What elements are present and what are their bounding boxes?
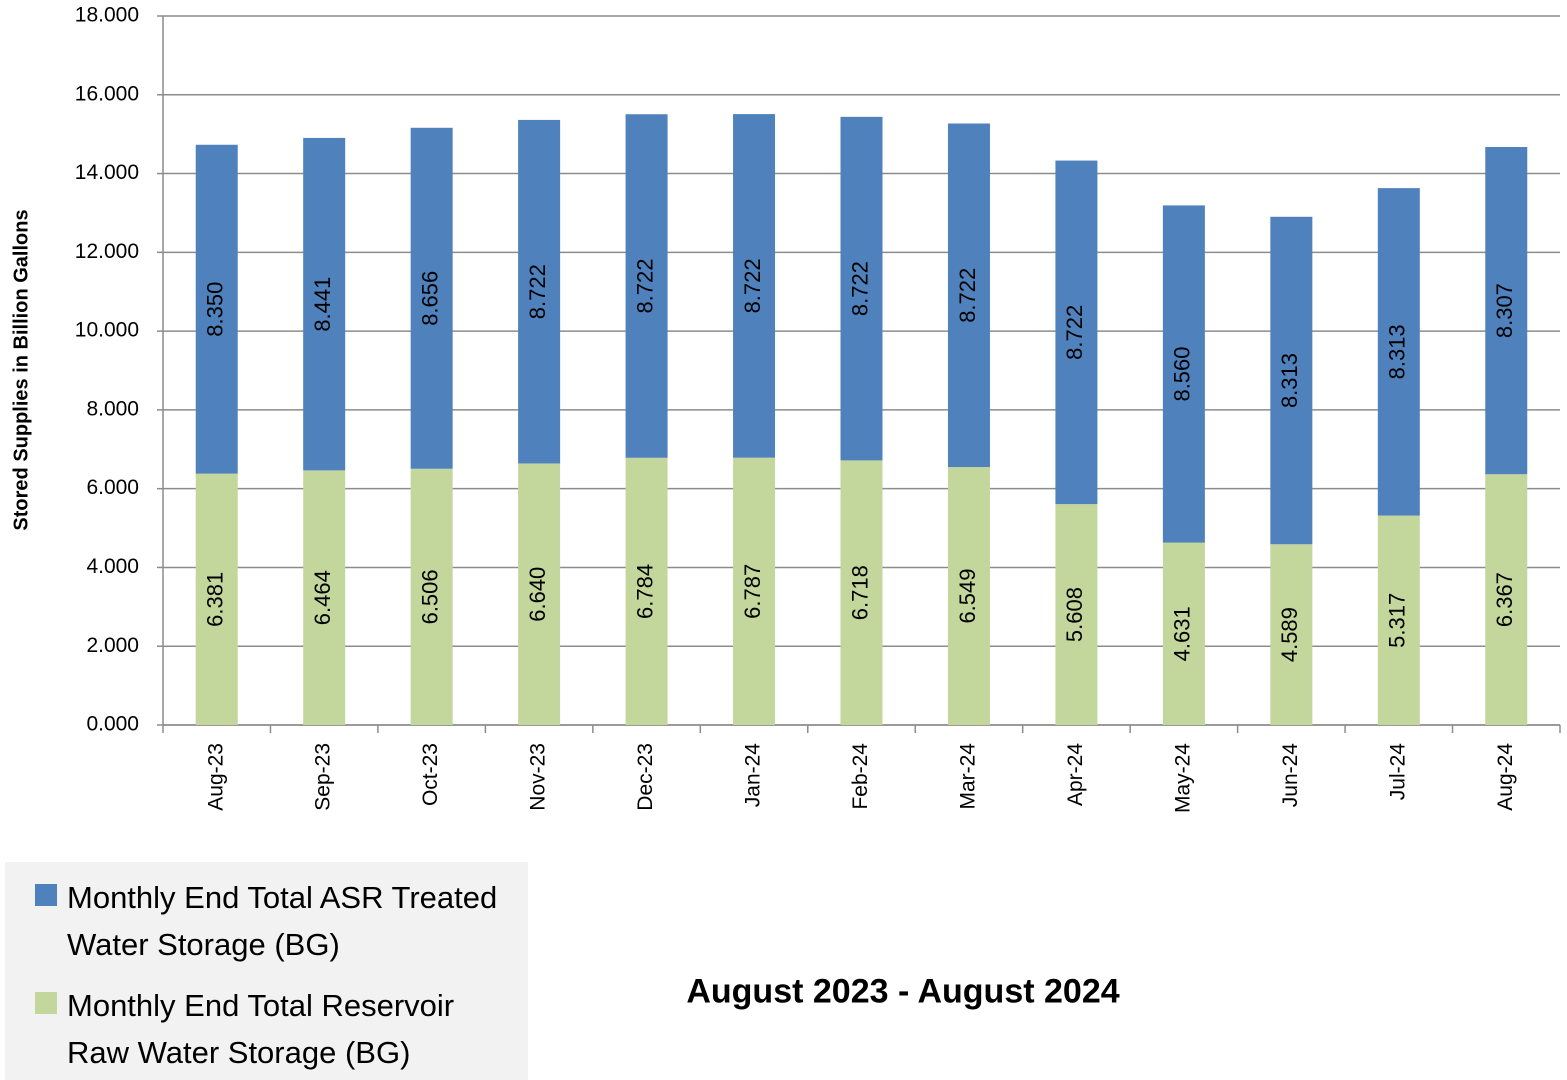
- data-label: 8.441: [310, 277, 335, 332]
- y-tick-label: 18.000: [75, 4, 139, 27]
- x-tick-label: Dec-23: [634, 743, 657, 811]
- bar-segment: [1270, 544, 1313, 725]
- y-tick-label: 8.000: [86, 397, 139, 420]
- data-label: 8.313: [1385, 324, 1410, 379]
- data-label: 5.608: [1062, 587, 1087, 642]
- bar-segment: [733, 457, 776, 725]
- data-label: 8.722: [955, 268, 980, 323]
- data-label: 6.718: [847, 565, 872, 620]
- bar-segment: [518, 119, 561, 464]
- x-tick-label: Mar-24: [957, 743, 980, 810]
- x-tick-label: Jan-24: [742, 743, 765, 808]
- data-label: 8.722: [1062, 305, 1087, 360]
- data-label: 8.656: [417, 271, 442, 326]
- bar-segment: [303, 470, 346, 725]
- data-label: 4.589: [1277, 607, 1302, 662]
- data-label: 8.722: [525, 264, 550, 319]
- chart-title: August 2023 - August 2024: [686, 972, 1120, 1011]
- x-tick-label: Sep-23: [312, 743, 335, 811]
- data-label: 6.506: [417, 569, 442, 624]
- bar-segment: [1270, 216, 1313, 545]
- y-tick-label: 14.000: [75, 161, 139, 184]
- x-tick-label: Nov-23: [527, 743, 550, 811]
- bar-segment: [947, 123, 990, 468]
- y-tick-label: 0.000: [86, 713, 139, 736]
- y-tick-label: 10.000: [75, 319, 139, 342]
- bar-segment: [840, 116, 883, 461]
- bar-segment: [947, 467, 990, 725]
- legend-swatch: [35, 884, 57, 906]
- legend-item: Monthly End Total ASR Treated Water Stor…: [35, 874, 528, 968]
- bar-segment: [1055, 160, 1098, 505]
- legend-label: Monthly End Total ASR Treated Water Stor…: [67, 880, 498, 962]
- bar-segment: [195, 144, 238, 474]
- x-tick-label: Aug-24: [1494, 743, 1517, 811]
- data-label: 5.317: [1385, 593, 1410, 648]
- data-label: 6.787: [740, 564, 765, 619]
- data-label: 6.784: [632, 564, 657, 619]
- data-label: 8.313: [1277, 353, 1302, 408]
- bar-segment: [195, 473, 238, 725]
- bar-segment: [1162, 542, 1205, 725]
- data-label: 6.549: [955, 568, 980, 623]
- x-tick-label: Jun-24: [1279, 743, 1302, 808]
- legend-label: Monthly End Total Reservoir Raw Water St…: [67, 988, 455, 1070]
- legend-swatch: [35, 992, 57, 1014]
- bar-segment: [1162, 205, 1205, 543]
- y-tick-label: 16.000: [75, 82, 139, 105]
- legend: Monthly End Total ASR Treated Water Stor…: [5, 862, 528, 1080]
- bar-segment: [1485, 474, 1528, 725]
- data-label: 8.307: [1492, 283, 1517, 338]
- bar-segment: [303, 137, 346, 471]
- x-tick-label: Feb-24: [849, 743, 872, 810]
- data-label: 6.381: [203, 572, 228, 627]
- data-label: 8.560: [1170, 346, 1195, 401]
- bar-segment: [1485, 147, 1528, 475]
- y-tick-label: 12.000: [75, 240, 139, 263]
- x-tick-label: Jul-24: [1386, 743, 1409, 801]
- x-tick-label: May-24: [1171, 743, 1194, 813]
- y-axis-label: Stored Supplies in Billion Gallons: [10, 209, 32, 530]
- bar-segment: [733, 114, 776, 458]
- y-tick-label: 4.000: [86, 555, 139, 578]
- data-label: 6.464: [310, 570, 335, 625]
- bar-segment: [625, 457, 668, 725]
- bar-segment: [625, 114, 668, 458]
- x-tick-label: Aug-23: [204, 743, 227, 811]
- x-tick-label: Oct-23: [419, 743, 442, 806]
- y-tick-label: 2.000: [86, 634, 139, 657]
- chart: Stored Supplies in Billion Gallons 0.000…: [10, 4, 1561, 813]
- data-label: 8.722: [847, 261, 872, 316]
- bar-segment: [410, 127, 453, 469]
- data-label: 6.640: [525, 567, 550, 622]
- data-label: 8.722: [740, 258, 765, 313]
- bar-segment: [1377, 515, 1420, 725]
- bar-segment: [840, 460, 883, 725]
- legend-item: Monthly End Total Reservoir Raw Water St…: [35, 982, 528, 1076]
- bar-segment: [410, 468, 453, 725]
- data-label: 6.367: [1492, 572, 1517, 627]
- bar-segment: [1055, 504, 1098, 725]
- data-label: 8.722: [632, 258, 657, 313]
- y-tick-label: 6.000: [86, 476, 139, 499]
- data-label: 4.631: [1170, 606, 1195, 661]
- data-label: 8.350: [203, 282, 228, 337]
- bar-segment: [1377, 188, 1420, 516]
- bar-segment: [518, 463, 561, 725]
- x-tick-label: Apr-24: [1064, 743, 1087, 806]
